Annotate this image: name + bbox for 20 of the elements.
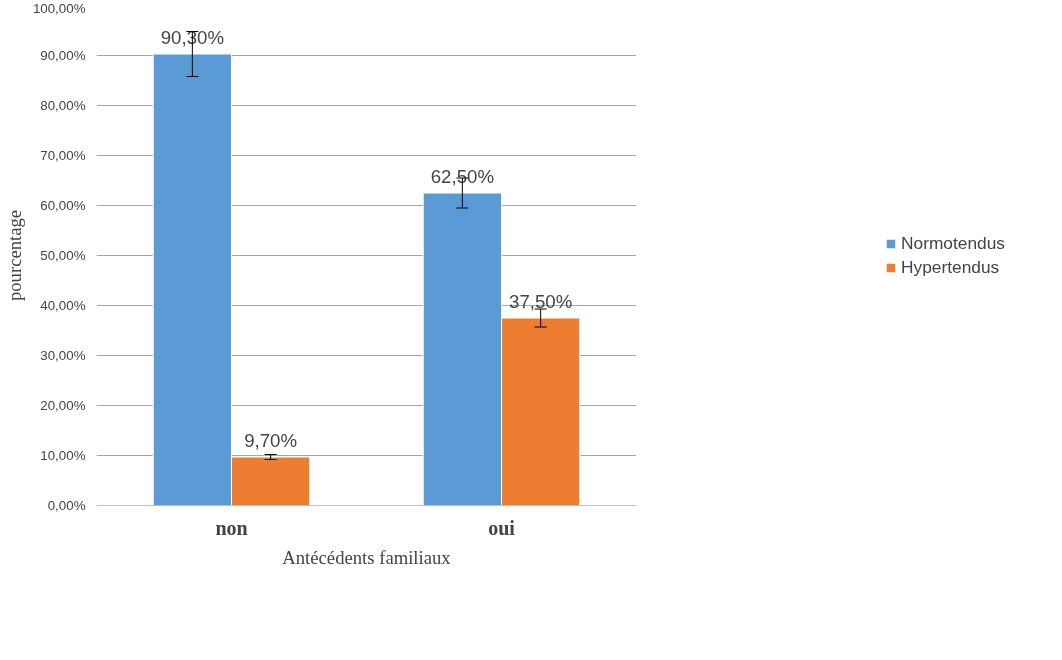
y-tick-label: 20,00% xyxy=(40,398,86,413)
y-axis-title: pourcentage xyxy=(3,209,25,302)
y-tick-label: 80,00% xyxy=(40,98,86,113)
data-label: 62,50% xyxy=(430,166,494,187)
y-tick-label: 90,00% xyxy=(40,48,86,63)
y-tick-label: 10,00% xyxy=(40,448,86,463)
x-axis-title: Antécédents familiaux xyxy=(282,546,452,568)
y-tick-label: 70,00% xyxy=(40,148,86,163)
x-tick-label: non xyxy=(215,516,248,539)
y-tick-label: 30,00% xyxy=(40,348,86,363)
y-tick-label: 0,00% xyxy=(47,498,86,513)
data-label: 37,50% xyxy=(509,291,573,312)
x-tick-label: oui xyxy=(488,516,516,539)
legend-label: Hypertendus xyxy=(900,256,1000,278)
y-tick-label: 50,00% xyxy=(40,248,86,263)
y-tick-label: 100,00% xyxy=(32,0,86,16)
y-tick-label: 40,00% xyxy=(40,298,86,313)
y-tick-label: 60,00% xyxy=(40,198,86,213)
data-label: 9,70% xyxy=(244,430,298,451)
legend-label: Normotendus xyxy=(900,232,1006,254)
